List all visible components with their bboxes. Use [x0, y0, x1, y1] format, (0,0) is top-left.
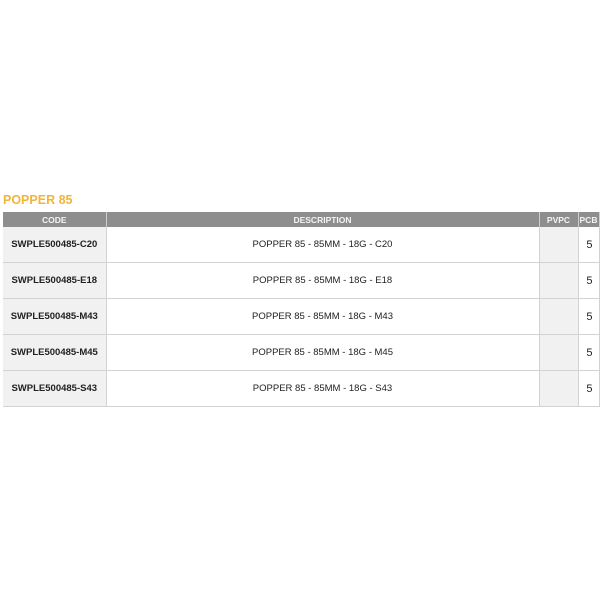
- cell-code: SWPLE500485-C20: [3, 227, 107, 263]
- cell-pcb: 5: [578, 298, 600, 335]
- cell-pvpc: [539, 227, 579, 263]
- table-row: SWPLE500485-E18 POPPER 85 - 85MM - 18G - …: [3, 262, 600, 299]
- cell-description: POPPER 85 - 85MM - 18G - M45: [106, 334, 540, 371]
- header-description: DESCRIPTION: [106, 212, 540, 227]
- section-title: POPPER 85: [3, 193, 73, 207]
- table-row: SWPLE500485-S43 POPPER 85 - 85MM - 18G - …: [3, 370, 600, 407]
- cell-pvpc: [539, 298, 579, 335]
- cell-code: SWPLE500485-M43: [3, 298, 107, 335]
- cell-code: SWPLE500485-M45: [3, 334, 107, 371]
- cell-pcb: 5: [578, 227, 600, 263]
- cell-pcb: 5: [578, 370, 600, 407]
- cell-pvpc: [539, 334, 579, 371]
- table-row: SWPLE500485-C20 POPPER 85 - 85MM - 18G - …: [3, 227, 600, 263]
- table-row: SWPLE500485-M43 POPPER 85 - 85MM - 18G - …: [3, 298, 600, 335]
- cell-code: SWPLE500485-E18: [3, 262, 107, 299]
- cell-pcb: 5: [578, 262, 600, 299]
- product-table: CODE DESCRIPTION PVPC PCB SWPLE500485-C2…: [3, 212, 600, 407]
- cell-description: POPPER 85 - 85MM - 18G - E18: [106, 262, 540, 299]
- table-row: SWPLE500485-M45 POPPER 85 - 85MM - 18G - …: [3, 334, 600, 371]
- cell-code: SWPLE500485-S43: [3, 370, 107, 407]
- cell-pvpc: [539, 370, 579, 407]
- cell-pvpc: [539, 262, 579, 299]
- header-pvpc: PVPC: [539, 212, 579, 227]
- cell-description: POPPER 85 - 85MM - 18G - C20: [106, 227, 540, 263]
- cell-description: POPPER 85 - 85MM - 18G - S43: [106, 370, 540, 407]
- cell-description: POPPER 85 - 85MM - 18G - M43: [106, 298, 540, 335]
- header-pcb: PCB: [578, 212, 600, 227]
- header-code: CODE: [3, 212, 107, 227]
- table-header: CODE DESCRIPTION PVPC PCB: [3, 212, 600, 227]
- cell-pcb: 5: [578, 334, 600, 371]
